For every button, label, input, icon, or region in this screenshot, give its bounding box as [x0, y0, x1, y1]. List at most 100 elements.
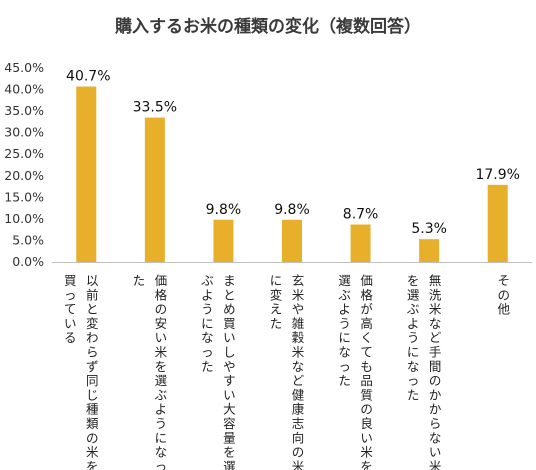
category-label-char: 安 — [155, 316, 168, 331]
category-label-char: 価 — [360, 273, 373, 288]
category-label-char: ぶ — [201, 273, 214, 288]
category-label-char: が — [360, 302, 373, 317]
category-label-char: 康 — [292, 402, 305, 417]
category-label-char: の — [292, 445, 305, 460]
category-label-char: よ — [155, 402, 168, 417]
category-label-char: 手 — [429, 345, 442, 360]
category-label-char: 前 — [86, 287, 99, 302]
category-label-char: 容 — [223, 416, 236, 431]
category-label-char: を — [223, 445, 236, 460]
category-label-char: 雑 — [292, 316, 305, 331]
category-label-char: ぶ — [338, 287, 351, 302]
category-label-char: 格 — [360, 287, 373, 302]
category-label-char: 高 — [360, 316, 373, 331]
category-label-char: 米 — [292, 287, 305, 302]
category-label-char: 質 — [360, 387, 373, 402]
category-label-char: 米 — [292, 345, 305, 360]
category-label-char: 間 — [429, 359, 442, 374]
category-label-char: う — [407, 330, 420, 345]
category-label-char: や — [223, 359, 236, 374]
category-label-char: や — [292, 302, 305, 317]
y-tick-label: 30.0% — [4, 125, 44, 140]
y-axis: 0.0% 5.0% 10.0% 15.0% 20.0% 25.0% 30.0% 35.0% 40… — [4, 60, 44, 269]
category-label-char: た — [407, 387, 420, 402]
data-label: 9.8% — [274, 202, 310, 218]
category-label-char: よ — [201, 287, 214, 302]
category-label-char: 選 — [338, 273, 351, 288]
category-label-char: ど — [429, 330, 442, 345]
category-label-char: を — [155, 359, 168, 374]
category-label-char: ぶ — [155, 387, 168, 402]
y-tick-label: 10.0% — [4, 211, 44, 226]
category-label-char: 買 — [64, 273, 77, 288]
category-label-char: 格 — [155, 287, 168, 302]
category-label-char: 良 — [360, 416, 373, 431]
category-label-char: 向 — [292, 430, 305, 445]
category-label-char: く — [360, 330, 373, 345]
category-label-char: て — [64, 302, 77, 317]
category-label-char: う — [155, 416, 168, 431]
bar — [487, 184, 508, 262]
category-label-char: ら — [86, 345, 99, 360]
category-label-char: っ — [338, 359, 351, 374]
y-tick-label: 35.0% — [4, 103, 44, 118]
y-tick-label: 45.0% — [4, 60, 44, 75]
category-label-char: す — [223, 373, 236, 388]
category-label-char: 米 — [86, 445, 99, 460]
category-label-char: わ — [86, 330, 99, 345]
category-label-char: た — [270, 316, 283, 331]
category-label-char: 大 — [223, 402, 236, 417]
y-tick-label: 0.0% — [12, 254, 44, 269]
category-label-char: い — [429, 445, 442, 460]
category-label-char: 以 — [86, 273, 99, 288]
category-label-char: っ — [64, 287, 77, 302]
category-label-char: に — [155, 430, 168, 445]
category-label-char: 他 — [497, 302, 510, 317]
bars — [76, 86, 508, 262]
category-label-char: な — [338, 345, 351, 360]
category-label-char: と — [86, 302, 99, 317]
category-label-char: 買 — [223, 316, 236, 331]
category-label-char: っ — [407, 373, 420, 388]
category-label-char: い — [223, 330, 236, 345]
category-label-char: の — [360, 402, 373, 417]
category-label-char: 量 — [223, 430, 236, 445]
category-label-char: た — [338, 373, 351, 388]
bar — [76, 86, 97, 262]
category-label-char: 品 — [360, 373, 373, 388]
category-label-char: に — [338, 330, 351, 345]
category-label-char: 類 — [86, 416, 99, 431]
data-label: 5.3% — [411, 221, 447, 237]
category-label-char: も — [360, 359, 373, 374]
category-label-char: 同 — [86, 373, 99, 388]
category-label-char: に — [407, 345, 420, 360]
category-label-char: に — [201, 316, 214, 331]
category-label-char: 洗 — [429, 287, 442, 302]
category-label-char: た — [201, 359, 214, 374]
category-label-char: う — [338, 316, 351, 331]
bar — [350, 224, 371, 262]
category-label-char: を — [360, 459, 373, 470]
category-label-char: た — [133, 273, 146, 288]
chart-title: 購入するお米の種類の変化（複数回答） — [115, 16, 421, 37]
category-label-char: 米 — [155, 345, 168, 360]
y-tick-label: 40.0% — [4, 82, 44, 97]
category-label-char: に — [270, 273, 283, 288]
category-label-char: て — [360, 345, 373, 360]
category-label-char: か — [429, 402, 442, 417]
category-label-char: っ — [155, 459, 168, 470]
y-tick-label: 25.0% — [4, 146, 44, 161]
category-label-char: ま — [223, 273, 236, 288]
category-label-char: な — [201, 330, 214, 345]
y-tick-label: 20.0% — [4, 168, 44, 183]
data-label: 33.5% — [133, 100, 177, 116]
data-label: 17.9% — [475, 167, 519, 183]
